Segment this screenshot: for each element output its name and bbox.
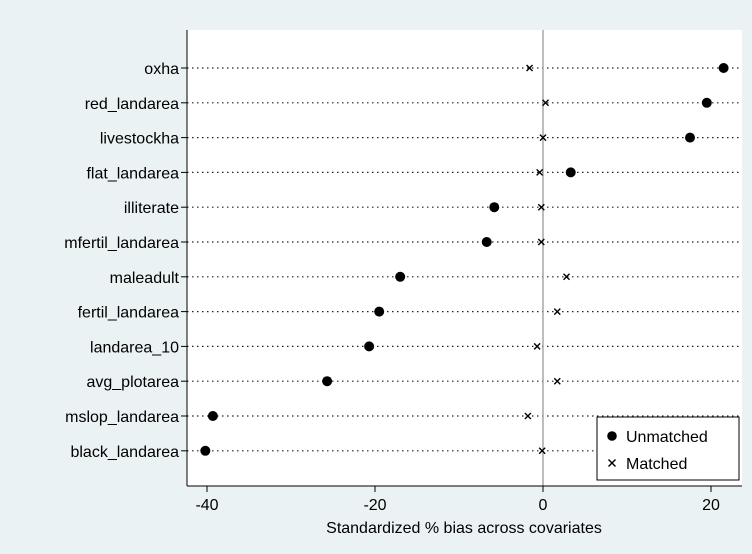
matched-point (536, 168, 544, 176)
unmatched-point (322, 376, 333, 387)
legend-box (596, 416, 740, 481)
matched-point (538, 447, 546, 455)
unmatched-point (685, 132, 695, 143)
category-label: oxha (144, 61, 179, 78)
category-label: livestockha (100, 131, 179, 148)
plot-area (187, 30, 742, 486)
category-label: black_landarea (70, 444, 179, 461)
x-axis: -40 -20 0 20 (195, 486, 720, 514)
legend-unmatched-marker (607, 431, 617, 441)
matched-point (563, 273, 571, 281)
data-marks (200, 63, 729, 456)
unmatched-point (200, 445, 211, 456)
unmatched-point (364, 341, 375, 352)
matched-point (553, 308, 561, 316)
unmatched-point (374, 306, 385, 317)
x-axis-title: Standardized % bias across covariates (326, 520, 602, 537)
category-label: illiterate (124, 200, 179, 217)
x-tick-label: 0 (539, 497, 548, 514)
category-label: fertil_landarea (78, 305, 180, 322)
unmatched-point (207, 411, 218, 421)
matched-point (533, 342, 541, 350)
legend-unmatched-label: Unmatched (626, 429, 708, 446)
x-tick-label: 20 (702, 497, 720, 514)
unmatched-point (718, 63, 729, 73)
x-tick-label: -40 (195, 497, 218, 514)
unmatched-point (701, 97, 712, 108)
x-tick-label: -20 (363, 497, 386, 514)
unmatched-point (565, 167, 576, 178)
category-label: avg_plotarea (86, 374, 179, 391)
matched-point (526, 64, 534, 72)
legend-matched-label: Matched (626, 456, 687, 473)
legend-matched-marker (608, 459, 616, 467)
category-label: red_landarea (85, 96, 179, 113)
legend: Unmatched Matched (596, 416, 740, 481)
matched-point (537, 203, 545, 211)
category-label: mfertil_landarea (64, 235, 179, 252)
category-label: landarea_10 (90, 339, 179, 356)
matched-point (537, 238, 545, 246)
matched-point (553, 377, 561, 385)
category-label: maleadult (110, 270, 180, 287)
unmatched-point (395, 271, 406, 282)
unmatched-point (489, 202, 500, 213)
category-label: flat_landarea (86, 165, 179, 182)
matched-point (539, 134, 547, 142)
y-axis-categories: oxha red_landarea livestockha flat_landarea… (64, 61, 187, 461)
matched-point (524, 412, 532, 420)
matched-point (542, 99, 550, 107)
unmatched-point (481, 237, 492, 247)
category-label: mslop_landarea (65, 409, 179, 426)
